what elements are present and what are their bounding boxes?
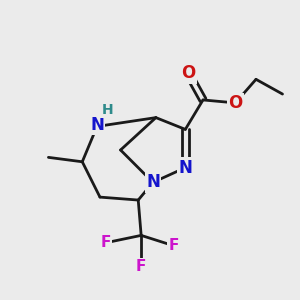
- Text: N: N: [146, 173, 160, 191]
- Text: H: H: [101, 103, 113, 117]
- Text: O: O: [228, 94, 242, 112]
- Text: N: N: [90, 116, 104, 134]
- Text: N: N: [178, 159, 192, 177]
- Text: F: F: [136, 259, 146, 274]
- Text: O: O: [181, 64, 195, 82]
- Text: F: F: [100, 235, 111, 250]
- Text: F: F: [168, 238, 179, 253]
